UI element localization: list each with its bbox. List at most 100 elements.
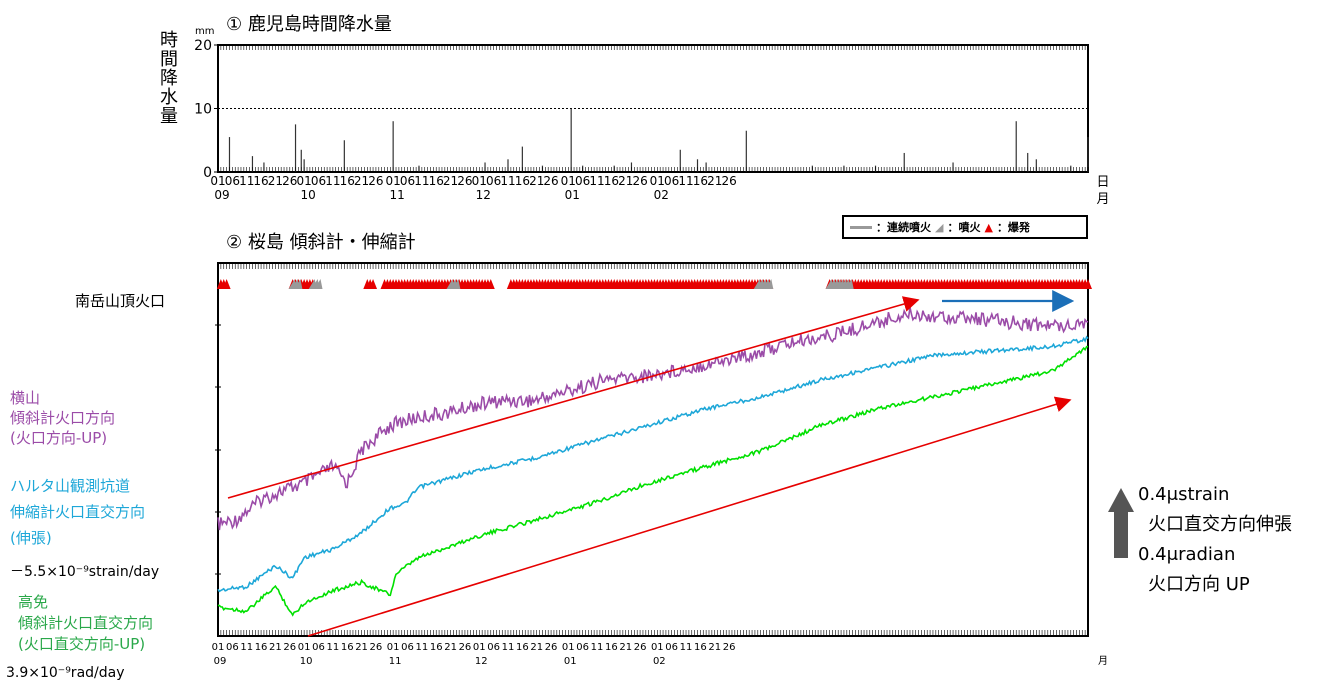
x-day-label: 11 <box>589 174 604 188</box>
x-day-label: 11 <box>591 642 604 653</box>
x-day-label: 01 <box>386 174 401 188</box>
x-day-label: 06 <box>400 174 415 188</box>
x-month-label: 11 <box>389 656 402 667</box>
x-day-label: 06 <box>576 642 589 653</box>
x-day-label: 06 <box>311 174 326 188</box>
continuous-eruption-icon <box>850 225 872 229</box>
activity-legend: ：連続噴火 ◢ ：噴火 ▲ ：爆発 <box>842 215 1088 239</box>
x-month-label: 02 <box>654 188 669 202</box>
explosion-icon: ▲ <box>984 220 993 234</box>
x-month-label: 01 <box>564 656 577 667</box>
legend-continuous: ：連続噴火 <box>876 221 931 234</box>
x-day-label: 26 <box>370 642 383 653</box>
x-day-label: 26 <box>282 174 297 188</box>
trend-arrow-takamen <box>307 396 1072 637</box>
x-day-label: 01 <box>650 174 665 188</box>
x-month-label: 09 <box>214 656 227 667</box>
explosion-marker <box>222 279 231 289</box>
x-day-label: 26 <box>632 174 647 188</box>
explosion-marker <box>486 279 495 289</box>
series-line-2 <box>217 345 1088 617</box>
x-month-label: 02 <box>653 656 666 667</box>
explosion-marker <box>1084 279 1092 289</box>
x-day-label: 11 <box>240 642 253 653</box>
x-month-label: 01 <box>565 188 580 202</box>
x-day-label: 21 <box>268 174 283 188</box>
x-day-label: 01 <box>212 642 225 653</box>
x-day-label: 06 <box>486 174 501 188</box>
x-day-label: 16 <box>693 174 708 188</box>
x-day-label: 21 <box>529 174 544 188</box>
takamen-trend: 3.9×10⁻⁹rad/day <box>6 665 125 681</box>
series-line-0 <box>217 307 1089 531</box>
crater-label: 南岳山頂火口 <box>75 292 166 310</box>
scale-strain: 0.4μstrain <box>1138 484 1230 505</box>
x-day-label: 06 <box>226 642 239 653</box>
takamen-label: 高免 傾斜計火口直交方向 (火口直交方向-UP) <box>18 593 154 653</box>
eruption-marker <box>294 279 303 289</box>
x-day-label: 01 <box>472 174 487 188</box>
x-day-label: 11 <box>415 642 428 653</box>
x-day-label: 01 <box>210 174 225 188</box>
harutayama-label: ハルタ山観測坑道 伸縮計火口直交方向 (伸張) <box>10 477 146 547</box>
x-day-label: 26 <box>459 642 472 653</box>
x-day-label: 16 <box>515 174 530 188</box>
x-day-label: 16 <box>430 642 443 653</box>
x-day-label: 21 <box>708 642 721 653</box>
x-day-label: 16 <box>605 642 618 653</box>
x-month-label: 10 <box>300 656 313 667</box>
series-line-1 <box>217 335 1089 593</box>
x-day-label: 11 <box>680 642 693 653</box>
x-day-label: 01 <box>651 642 664 653</box>
legend-explosion: ：爆発 <box>996 221 1030 234</box>
x-day-label: 26 <box>723 642 736 653</box>
x-day-label: 16 <box>340 174 355 188</box>
x-day-label: 21 <box>444 642 457 653</box>
eruption-icon: ◢ <box>935 220 944 234</box>
x-day-label: 21 <box>530 642 543 653</box>
x-day-label: 21 <box>354 174 369 188</box>
x-day-label: 21 <box>269 642 282 653</box>
x-day-label: 21 <box>355 642 368 653</box>
y-tick-label: 10 <box>194 102 212 118</box>
x-day-label: 16 <box>255 642 268 653</box>
x-day-label: 01 <box>298 642 311 653</box>
eruption-marker <box>452 279 461 289</box>
x-day-label: 26 <box>457 174 472 188</box>
x-day-label: 06 <box>401 642 414 653</box>
x-day-label: 16 <box>429 174 444 188</box>
x-day-label: 01 <box>296 174 311 188</box>
x-month-label: 11 <box>390 188 405 202</box>
x-day-label: 21 <box>443 174 458 188</box>
x-day-label: 06 <box>225 174 240 188</box>
x-day-label: 21 <box>619 642 632 653</box>
x-month-label: 09 <box>214 188 229 202</box>
eruption-marker <box>765 279 774 289</box>
x-day-label: 11 <box>239 174 254 188</box>
x-day-label: 06 <box>312 642 325 653</box>
scale-radian: 0.4μradian <box>1138 544 1236 565</box>
x-day-label: 11 <box>500 174 515 188</box>
x-day-label: 21 <box>707 174 722 188</box>
x-day-label: 06 <box>487 642 500 653</box>
panel1-title: ① 鹿児島時間降水量 <box>226 14 392 35</box>
x-day-label: 26 <box>634 642 647 653</box>
scale-radian-dir: 火口方向 UP <box>1148 574 1250 595</box>
x-day-label: 06 <box>575 174 590 188</box>
eruption-marker <box>314 279 323 289</box>
x-day-label: 16 <box>516 642 529 653</box>
panel2-title: ② 桜島 傾斜計・伸縮計 <box>226 232 416 253</box>
panel1-ylabel: 時間降水量 <box>157 30 178 125</box>
x-day-label: 01 <box>561 174 576 188</box>
x-month-label: 10 <box>300 188 315 202</box>
panel1-unit: mm <box>195 26 215 37</box>
harutayama-trend: －5.5×10⁻⁹strain/day <box>10 564 160 580</box>
x-day-label: 01 <box>473 642 486 653</box>
x-day-label: 11 <box>678 174 693 188</box>
x-day-label: 11 <box>326 642 339 653</box>
x-day-label: 16 <box>253 174 268 188</box>
scale-strain-dir: 火口直交方向伸張 <box>1148 514 1292 535</box>
x-day-label: 01 <box>562 642 575 653</box>
scale-up-arrow-icon <box>1108 488 1134 558</box>
